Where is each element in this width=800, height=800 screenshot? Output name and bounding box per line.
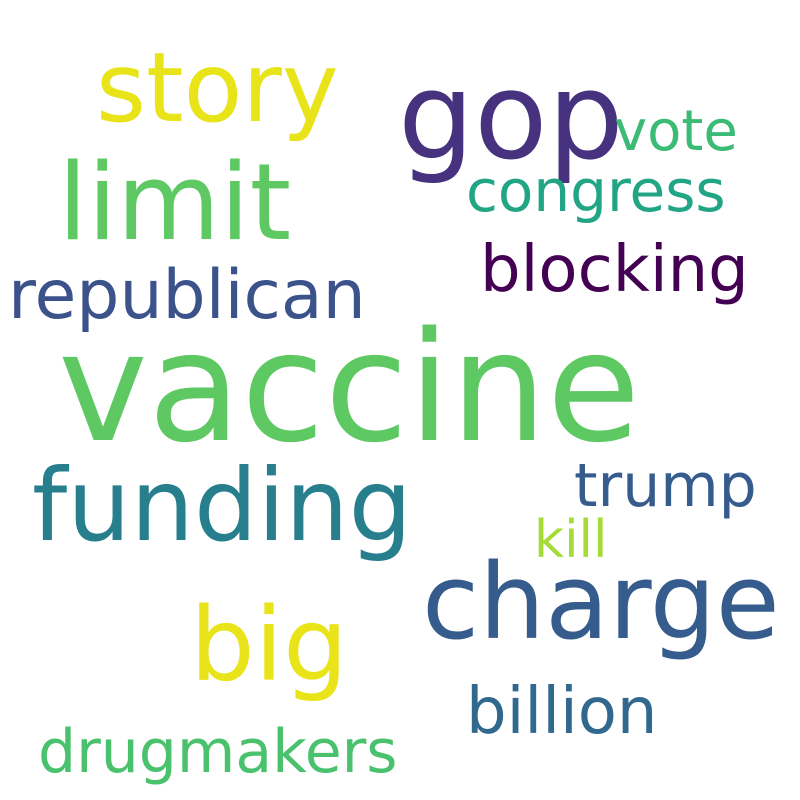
word-big: big xyxy=(190,586,348,705)
word-charge: charge xyxy=(422,541,780,663)
word-republican: republican xyxy=(8,256,366,335)
word-vaccine: vaccine xyxy=(58,299,641,476)
word-funding: funding xyxy=(32,447,413,564)
word-congress: congress xyxy=(466,157,726,225)
word-drugmakers: drugmakers xyxy=(38,717,398,787)
word-story: story xyxy=(96,32,339,144)
word-trump: trump xyxy=(574,451,757,521)
word-kill: kill xyxy=(534,510,608,570)
word-blocking: blocking xyxy=(480,233,749,307)
word-billion: billion xyxy=(466,675,658,749)
word-vote: vote xyxy=(614,99,738,164)
word-limit: limit xyxy=(58,141,292,264)
word-gop: gop xyxy=(398,48,624,187)
